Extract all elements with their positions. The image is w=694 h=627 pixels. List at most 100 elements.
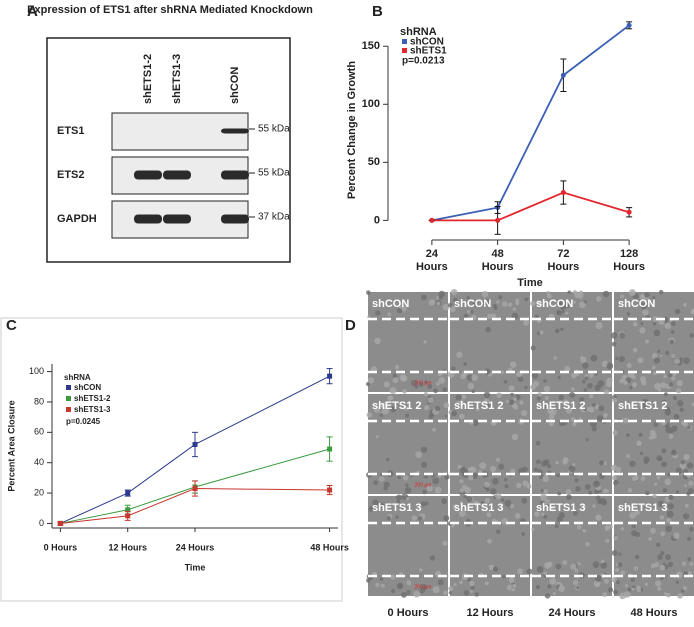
cell-texture — [438, 290, 446, 298]
row-label: shCON — [536, 298, 573, 310]
cell-texture — [611, 550, 618, 556]
cell-texture — [546, 293, 552, 299]
cell-texture — [572, 290, 578, 295]
cell-texture — [444, 474, 450, 480]
cell-texture — [402, 475, 409, 481]
cell-texture — [390, 574, 396, 580]
cell-texture — [592, 561, 600, 568]
cell-texture — [411, 515, 418, 521]
cell-texture — [526, 568, 533, 575]
cell-texture — [517, 568, 523, 575]
cell-texture — [662, 488, 668, 493]
cell-texture — [620, 505, 624, 510]
cell-texture — [375, 310, 381, 316]
cell-texture — [375, 435, 379, 439]
cell-texture — [539, 330, 544, 335]
cell-texture — [638, 432, 643, 437]
cell-texture — [402, 389, 407, 394]
cell-texture — [427, 384, 433, 390]
cell-texture — [585, 542, 590, 547]
point — [495, 217, 501, 223]
scale-bar-label: 200 µm — [415, 380, 432, 386]
series-line — [431, 24, 630, 222]
cell-texture — [636, 440, 642, 446]
cell-texture — [631, 524, 636, 529]
cell-texture — [522, 480, 529, 487]
cell-texture — [689, 333, 694, 338]
cell-texture — [511, 312, 519, 320]
x-axis-title: Time — [185, 562, 206, 572]
cell-texture — [481, 291, 489, 298]
cell-texture — [589, 373, 594, 378]
cell-texture — [687, 557, 692, 562]
cell-texture — [400, 305, 407, 312]
cell-texture — [502, 301, 508, 307]
row-label: GAPDH — [57, 213, 97, 225]
cell-texture — [420, 501, 427, 507]
cell-texture — [547, 561, 553, 568]
cell-texture — [530, 300, 536, 307]
cell-texture — [366, 412, 373, 418]
cell-texture — [626, 362, 632, 368]
cell-texture — [498, 463, 505, 470]
column-label: 48 Hours — [630, 607, 677, 619]
cell-texture — [413, 590, 421, 598]
row-label: ETS2 — [57, 169, 85, 181]
cell-texture — [509, 361, 517, 369]
cell-texture — [602, 592, 608, 597]
annotation: p=0.0245 — [66, 417, 101, 426]
point — [125, 490, 131, 496]
cell-texture — [542, 405, 547, 410]
cell-texture — [670, 321, 676, 327]
cell-texture — [660, 382, 667, 389]
cell-texture — [436, 301, 441, 306]
cell-texture — [472, 419, 479, 427]
cell-texture — [383, 481, 390, 488]
cell-texture — [633, 475, 639, 481]
cell-texture — [644, 292, 650, 298]
point — [429, 217, 435, 223]
cell-texture — [667, 503, 675, 510]
cell-texture — [485, 487, 490, 492]
cell-texture — [615, 356, 619, 361]
cell-texture — [675, 580, 680, 584]
cell-texture — [660, 531, 666, 537]
cell-texture — [653, 482, 658, 486]
kda-label: 55 kDa — [258, 168, 290, 179]
cell-texture — [620, 570, 626, 576]
cell-texture — [469, 580, 475, 587]
cell-texture — [396, 308, 403, 314]
cell-texture — [671, 376, 676, 381]
cell-texture — [577, 562, 581, 566]
cell-texture — [470, 585, 475, 590]
cell-texture — [560, 305, 566, 311]
cell-texture — [582, 362, 589, 369]
cell-texture — [565, 494, 572, 500]
cell-texture — [418, 381, 424, 387]
cell-texture — [555, 460, 559, 465]
cell-texture — [629, 385, 633, 390]
cell-texture — [653, 329, 661, 337]
cell-texture — [598, 405, 605, 412]
cell-texture — [504, 484, 509, 489]
cell-texture — [374, 337, 381, 345]
cell-texture — [570, 563, 577, 570]
cell-texture — [428, 413, 434, 420]
cell-texture — [459, 510, 466, 517]
cell-texture — [532, 380, 539, 387]
cell-texture — [483, 398, 490, 405]
cell-texture — [536, 565, 544, 573]
panel-label: C — [6, 317, 17, 334]
micrograph — [614, 496, 694, 596]
cell-texture — [556, 516, 563, 523]
cell-texture — [444, 414, 448, 418]
cell-texture — [537, 392, 542, 397]
y-tick-label: 40 — [34, 457, 44, 467]
cell-texture — [663, 392, 669, 397]
cell-texture — [556, 309, 563, 316]
cell-texture — [466, 374, 474, 381]
point — [327, 446, 333, 452]
cell-texture — [508, 399, 515, 405]
cell-texture — [565, 311, 569, 315]
